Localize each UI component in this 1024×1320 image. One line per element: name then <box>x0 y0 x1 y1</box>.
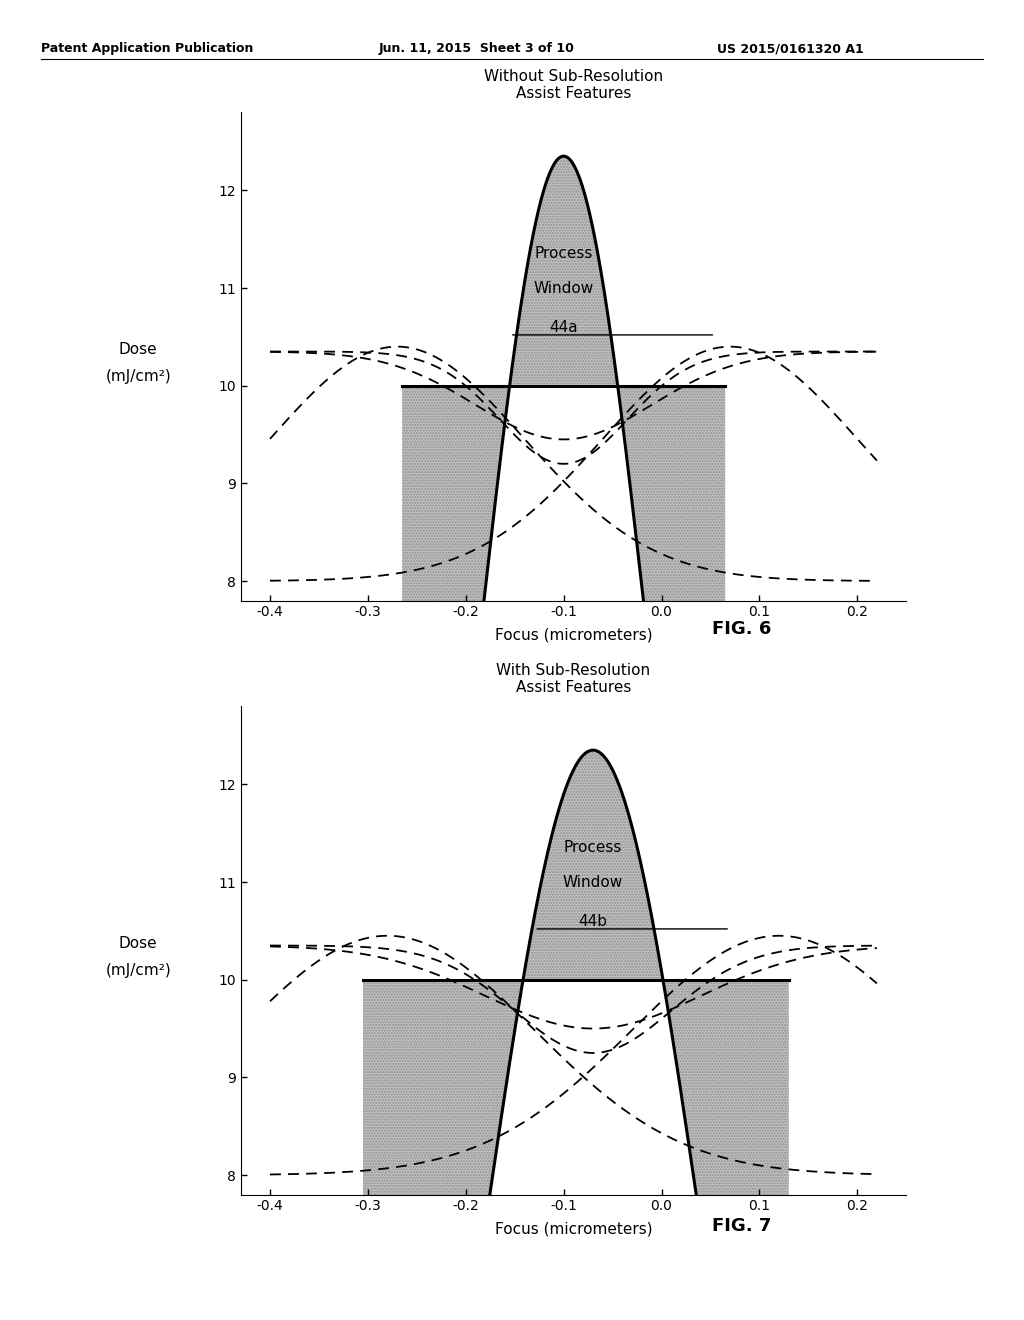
Text: FIG. 7: FIG. 7 <box>712 1217 771 1236</box>
Text: Window: Window <box>563 875 624 890</box>
Text: Process: Process <box>564 841 623 855</box>
Text: US 2015/0161320 A1: US 2015/0161320 A1 <box>717 42 863 55</box>
Title: Without Sub-Resolution
Assist Features: Without Sub-Resolution Assist Features <box>484 69 663 102</box>
Text: (mJ/cm²): (mJ/cm²) <box>105 962 171 978</box>
Text: (mJ/cm²): (mJ/cm²) <box>105 368 171 384</box>
Title: With Sub-Resolution
Assist Features: With Sub-Resolution Assist Features <box>497 663 650 696</box>
Text: Patent Application Publication: Patent Application Publication <box>41 42 253 55</box>
Text: 44b: 44b <box>579 913 607 928</box>
X-axis label: Focus (micrometers): Focus (micrometers) <box>495 628 652 643</box>
X-axis label: Focus (micrometers): Focus (micrometers) <box>495 1222 652 1237</box>
Text: Dose: Dose <box>119 342 158 358</box>
Text: Process: Process <box>535 247 593 261</box>
Text: Jun. 11, 2015  Sheet 3 of 10: Jun. 11, 2015 Sheet 3 of 10 <box>379 42 574 55</box>
Text: Dose: Dose <box>119 936 158 952</box>
Text: Window: Window <box>534 281 594 296</box>
Text: 44a: 44a <box>549 319 578 334</box>
Text: FIG. 6: FIG. 6 <box>712 620 771 639</box>
